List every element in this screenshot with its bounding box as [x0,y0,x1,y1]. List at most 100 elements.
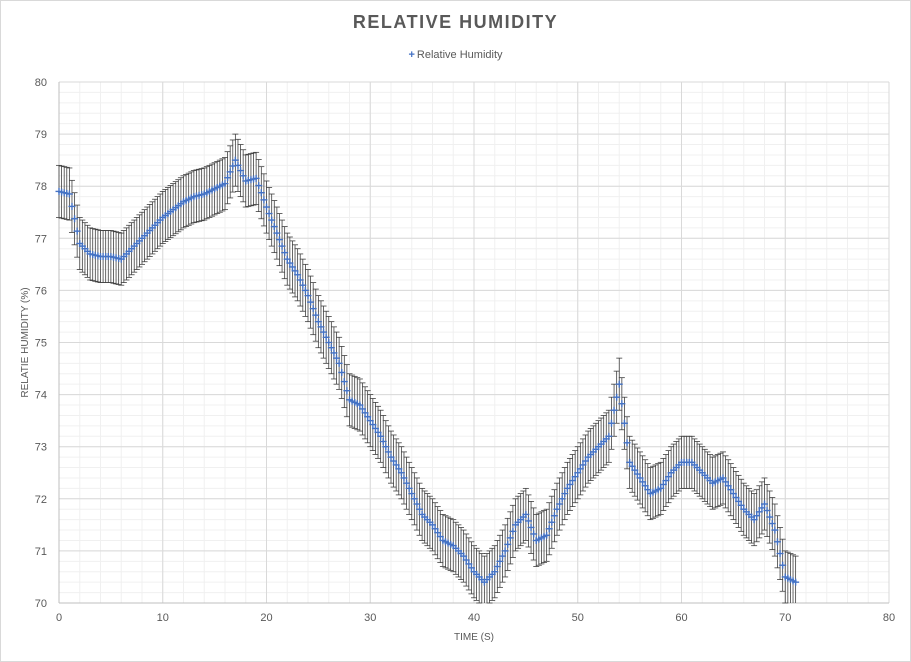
data-point [548,518,556,526]
data-point [265,210,273,218]
data-point [330,349,338,357]
data-point [286,259,294,267]
data-point [400,474,408,482]
x-tick-label: 0 [56,612,62,624]
data-point [335,359,343,367]
data-point [493,563,501,571]
data-point [369,421,377,429]
data-point [314,318,322,326]
data-point [618,400,626,408]
data-point [231,156,239,164]
data-point [291,267,299,275]
data-point [496,557,504,565]
data-point [364,413,372,421]
data-point [65,190,73,198]
data-point [224,174,232,182]
x-tick-label: 30 [364,612,376,624]
data-point [607,419,615,427]
x-tick-label: 60 [675,612,687,624]
data-point [766,513,774,521]
y-tick-label: 78 [35,181,47,193]
data-point [569,477,577,485]
data-point [737,501,745,509]
data-point [522,510,530,518]
data-point [283,255,291,263]
data-point [309,305,317,313]
data-point [366,417,374,425]
data-point [226,168,234,176]
data-point [631,466,639,474]
data-point [556,500,564,508]
data-point [501,547,509,555]
data-point [727,486,735,494]
data-point [312,311,320,319]
data-point [434,529,442,537]
data-point [416,505,424,513]
data-point [317,323,325,331]
data-point [768,520,776,528]
data-point [639,478,647,486]
data-point [563,484,571,492]
data-point [665,473,673,481]
data-point [408,490,416,498]
data-point [371,424,379,432]
data-point [436,533,444,541]
data-point [410,495,418,503]
data-point [358,405,366,413]
x-tick-label: 70 [779,612,791,624]
data-point [390,457,398,465]
data-point [755,508,763,516]
data-point [626,458,634,466]
data-point [273,229,281,237]
data-point [558,495,566,503]
data-point [753,512,761,520]
data-point [662,477,670,485]
x-axis-label: TIME (S) [454,632,494,643]
data-point [405,484,413,492]
axis-ticks: 0 10 20 30 40 50 60 70 80 70 71 72 73 74 75 76 77 78 79 80 [35,77,895,624]
data-point [340,378,348,386]
data-point [288,263,296,271]
data-point [758,504,766,512]
data-point [732,493,740,501]
data-point [320,328,328,336]
data-point [605,432,613,440]
data-point [387,453,395,461]
y-tick-label: 79 [35,129,47,141]
data-point [504,540,512,548]
data-point [379,437,387,445]
data-point [413,500,421,508]
x-tick-label: 40 [468,612,480,624]
data-point [71,215,79,223]
data-point [527,523,535,531]
data-point [620,419,628,427]
y-tick-label: 74 [35,390,47,402]
data-point [307,298,315,306]
y-tick-label: 75 [35,338,47,350]
data-point [278,242,286,250]
data-point [491,568,499,576]
data-point [724,482,732,490]
data-point [403,479,411,487]
data-point [268,216,276,224]
data-point [392,461,400,469]
data-point [325,339,333,346]
data-point [234,161,242,169]
data-point [296,276,304,284]
data-point [722,478,730,486]
data-point [382,443,390,451]
data-point [281,249,289,257]
data-point [361,409,369,417]
data-point [397,469,405,477]
data-point [465,560,473,568]
y-tick-label: 77 [35,233,47,245]
data-point [343,387,351,395]
legend-marker-icon: + [408,49,415,61]
data-point [610,406,618,414]
data-point [550,512,558,520]
chart-legend: + Relative Humidity [0,49,911,61]
data-point [377,432,385,440]
data-point [773,538,781,546]
data-point [221,180,229,188]
